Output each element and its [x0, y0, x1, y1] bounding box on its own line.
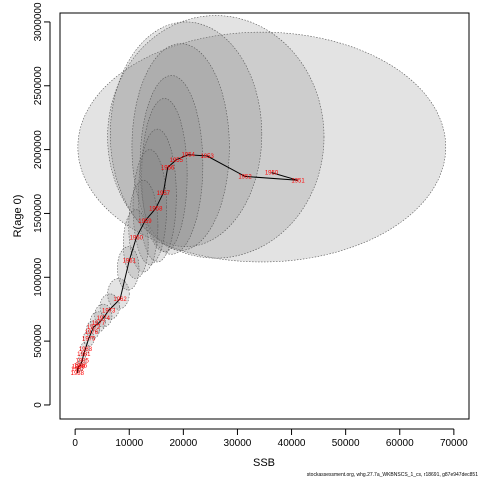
- x-tick-label-70000: 70000: [440, 438, 468, 449]
- y-axis: 0 500000 1000000 1500000 2000000 2500000 30000…: [33, 2, 51, 408]
- confidence-ellipse-3: [110, 21, 263, 247]
- year-label-1956: 1956: [161, 165, 175, 171]
- confidence-ellipse-14: [94, 303, 113, 328]
- year-label-1954: 1954: [182, 153, 196, 159]
- year-label-1975: 1975: [82, 337, 96, 343]
- x-tick-label-20000: 20000: [169, 438, 197, 449]
- confidence-ellipse-5: [139, 75, 204, 255]
- year-label-1953: 1953: [200, 154, 214, 160]
- y-tick-label-0: 0: [33, 402, 44, 408]
- year-label-1959: 1959: [138, 219, 152, 225]
- x-axis: 0 10000 20000 30000 40000 50000 60000 70000: [72, 428, 468, 449]
- year-label-1958: 1958: [149, 206, 163, 212]
- year-label-1981: 1981: [77, 352, 91, 358]
- plot-frame: [59, 12, 470, 420]
- year-label-1952: 1952: [238, 174, 252, 180]
- year-label-1983: 1983: [79, 347, 93, 353]
- year-label-1961: 1961: [123, 259, 137, 265]
- year-label-1996: 1996: [74, 363, 88, 369]
- year-label-1960: 1960: [130, 236, 144, 242]
- year-label-1977: 1977: [92, 321, 106, 327]
- year-label-1985: 1985: [76, 358, 90, 364]
- year-label-1976: 1976: [85, 330, 99, 336]
- confidence-ellipses: [75, 15, 447, 373]
- x-axis-title: SSB: [253, 457, 275, 469]
- confidence-ellipse-12: [107, 278, 130, 310]
- confidence-ellipse-2: [107, 15, 325, 259]
- source-footer: stockassessment.org, whg.27.7a_WKBNSCS_1…: [306, 472, 478, 478]
- year-label-1950: 1950: [265, 171, 279, 177]
- confidence-ellipse-11: [117, 246, 140, 291]
- x-tick-label-0: 0: [72, 438, 78, 449]
- confidence-ellipse-8: [132, 149, 167, 265]
- y-tick-label-2000000: 2000000: [33, 130, 44, 169]
- year-label-1972: 1972: [87, 325, 101, 331]
- confidence-ellipse-13: [99, 293, 120, 320]
- sr-path-line: [76, 154, 299, 374]
- y-tick-label-3000000: 3000000: [33, 2, 44, 41]
- confidence-ellipse-4: [131, 43, 230, 251]
- year-label-1974: 1974: [97, 316, 111, 322]
- y-tick-label-500000: 500000: [33, 324, 44, 358]
- y-tick-label-1000000: 1000000: [33, 257, 44, 296]
- y-axis-title: R(age 0): [12, 195, 24, 238]
- x-tick-label-10000: 10000: [115, 438, 143, 449]
- year-label-1987: 1987: [71, 367, 85, 373]
- year-label-1955: 1955: [170, 158, 184, 164]
- y-tick-label-1500000: 1500000: [33, 194, 44, 233]
- x-tick-label-30000: 30000: [224, 438, 252, 449]
- year-label-1973: 1973: [102, 308, 116, 314]
- x-tick-label-50000: 50000: [332, 438, 360, 449]
- year-label-1962: 1962: [113, 297, 127, 303]
- confidence-ellipse-6: [141, 98, 188, 253]
- x-tick-label-40000: 40000: [278, 438, 306, 449]
- y-tick-label-2500000: 2500000: [33, 66, 44, 105]
- x-tick-label-60000: 60000: [386, 438, 414, 449]
- confidence-ellipse-1: [77, 31, 447, 263]
- stock-recruitment-path: [76, 154, 299, 374]
- year-label-1990: 1990: [72, 365, 86, 371]
- confidence-ellipse-7: [138, 128, 177, 263]
- confidence-ellipse-9: [128, 179, 159, 273]
- year-label-1988: 1988: [71, 371, 85, 377]
- year-label-1957: 1957: [157, 191, 171, 197]
- year-label-1951: 1951: [291, 178, 305, 184]
